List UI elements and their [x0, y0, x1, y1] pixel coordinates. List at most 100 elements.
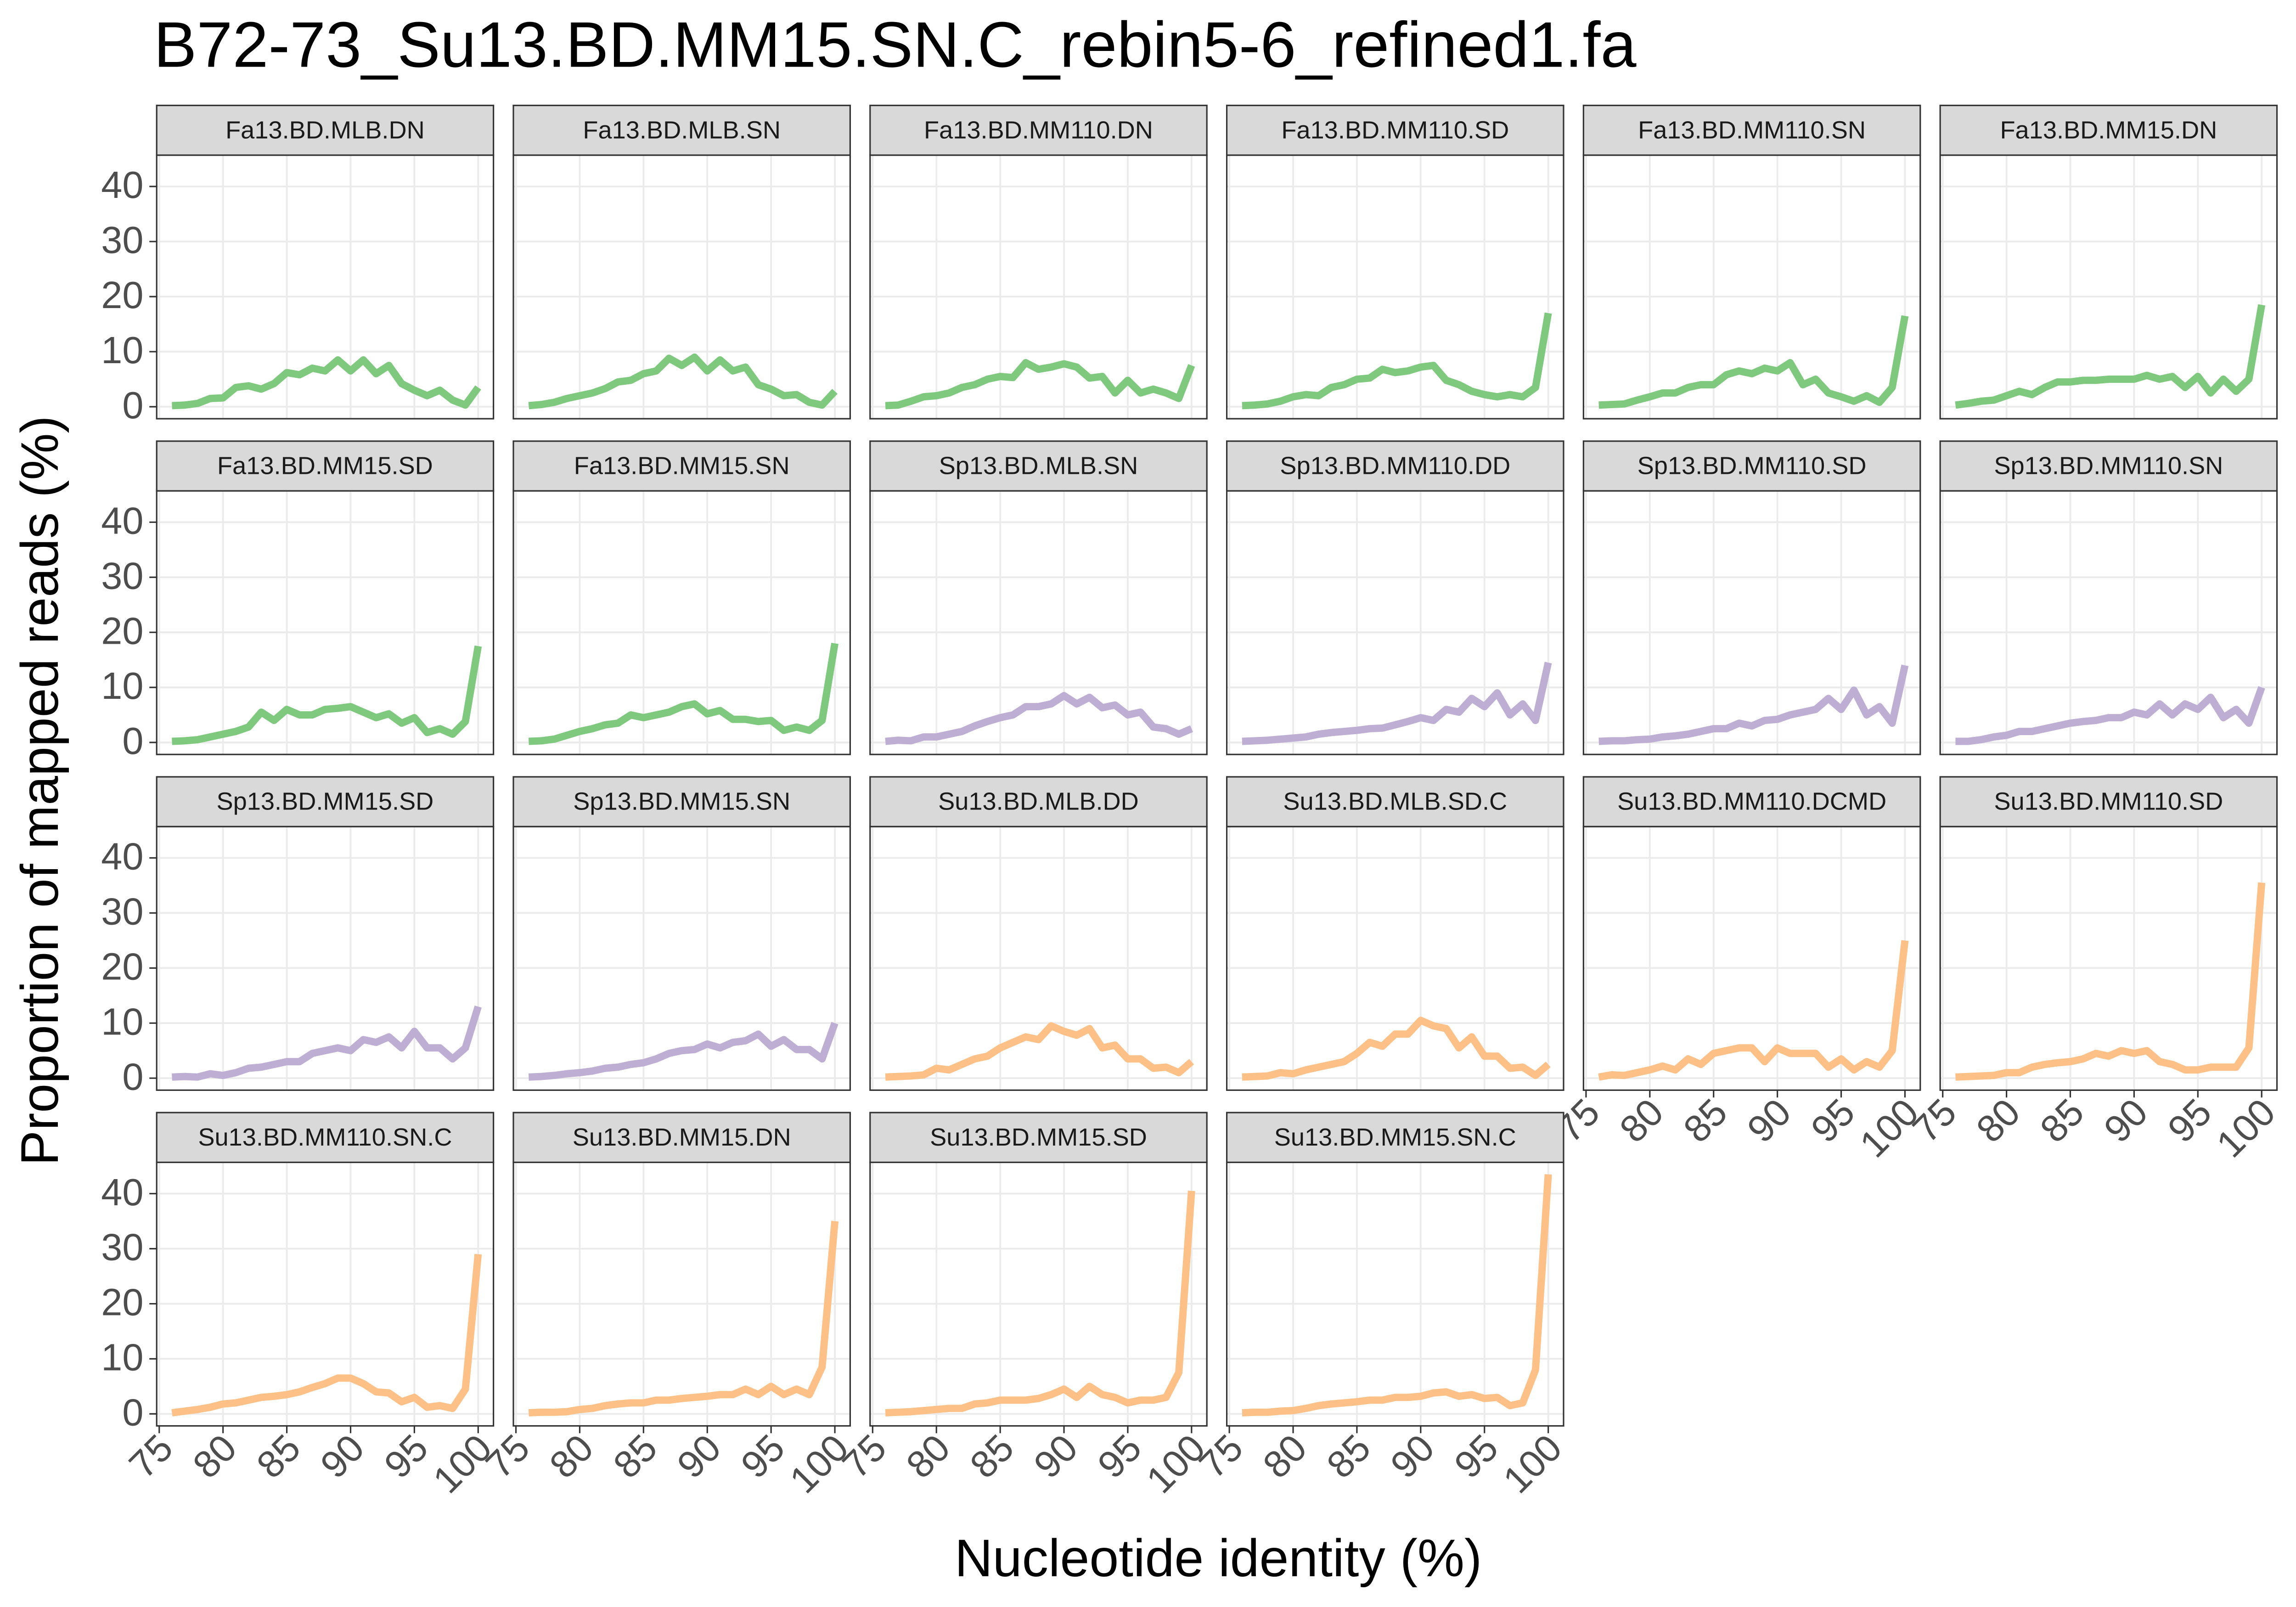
panel-border	[512, 826, 851, 1091]
panel-border	[1939, 490, 2278, 755]
panel	[1940, 155, 2277, 419]
panel-border	[1939, 826, 2278, 1091]
strip-label: Su13.BD.MLB.SD.C	[1283, 788, 1507, 815]
strip-label: Fa13.BD.MLB.SN	[583, 116, 781, 144]
panel	[513, 491, 850, 755]
data-line	[172, 1005, 482, 1081]
y-tick-label: 0	[122, 1055, 143, 1098]
panel	[1940, 826, 2277, 1090]
data-line	[172, 356, 481, 410]
strip	[869, 1112, 1208, 1163]
strip	[156, 440, 495, 492]
strip-label: Su13.BD.MM110.DCMD	[1617, 788, 1886, 815]
data-line	[1955, 304, 2266, 409]
panel-border	[869, 154, 1208, 420]
data-line	[1242, 312, 1552, 410]
y-tick-label: 0	[122, 384, 143, 427]
data-line	[885, 1022, 1194, 1081]
panel	[870, 155, 1207, 419]
data-line	[528, 642, 838, 745]
data-line	[528, 1220, 839, 1416]
data-line	[528, 353, 838, 410]
panel-border	[1226, 1161, 1564, 1427]
strip-label: Su13.BD.MM15.DN	[573, 1124, 791, 1151]
panel	[870, 826, 1207, 1090]
strip-label: Fa13.BD.MM15.SD	[217, 452, 433, 479]
x-axis-title: Nucleotide identity (%)	[955, 1529, 1482, 1588]
panel-border	[869, 490, 1208, 755]
panel	[1227, 1162, 1564, 1426]
y-tick-label: 20	[101, 1281, 143, 1324]
y-tick-label: 40	[101, 835, 143, 878]
panel-border	[1582, 490, 1921, 755]
data-line	[1598, 315, 1909, 409]
data-line	[885, 692, 1193, 745]
strip-label: Su13.BD.MM110.SD	[1994, 788, 2223, 815]
strip	[512, 440, 851, 492]
y-tick-label: 20	[101, 945, 143, 988]
strip-label: Fa13.BD.MLB.DN	[225, 116, 425, 144]
strip	[1939, 776, 2278, 827]
panel	[1227, 826, 1564, 1090]
strip-label: Fa13.BD.MM110.SD	[1281, 116, 1509, 144]
strip-label: Sp13.BD.MLB.SN	[939, 452, 1138, 479]
data-line	[1955, 686, 2265, 745]
strip-label: Su13.BD.MM15.SD	[930, 1124, 1147, 1151]
strip-label: Sp13.BD.MM110.DD	[1280, 452, 1510, 479]
y-tick-label: 40	[101, 163, 143, 206]
strip-label: Sp13.BD.MM15.SD	[216, 788, 433, 815]
y-axis-title: Proportion of mapped reads (%)	[11, 416, 69, 1165]
panel-border	[156, 490, 495, 755]
panel-border	[1226, 826, 1564, 1091]
strip-label: Fa13.BD.MM15.DN	[2000, 116, 2217, 144]
strip-label: Sp13.BD.MM15.SN	[573, 788, 790, 815]
panel-border	[156, 826, 495, 1091]
data-line	[528, 1022, 838, 1081]
strip	[156, 1112, 495, 1163]
strip	[1226, 776, 1564, 827]
panel	[870, 491, 1207, 755]
strip	[1582, 440, 1921, 492]
strip-label: Su13.BD.MLB.DD	[938, 788, 1139, 815]
data-line	[885, 359, 1195, 410]
data-line	[1242, 1174, 1552, 1416]
panel-border	[1582, 154, 1921, 420]
y-tick-label: 20	[101, 609, 143, 652]
y-tick-label: 30	[101, 219, 143, 261]
strip	[869, 104, 1208, 156]
panel	[870, 1162, 1207, 1426]
data-line	[1242, 1017, 1551, 1081]
panel-border	[512, 154, 851, 420]
strip	[1582, 104, 1921, 156]
strip-label: Su13.BD.MM110.SN.C	[198, 1124, 452, 1151]
y-tick-label: 10	[101, 329, 143, 371]
data-line	[1598, 664, 1909, 745]
y-tick-label: 10	[101, 1000, 143, 1043]
y-tick-label: 0	[122, 719, 143, 762]
panel-border	[1939, 154, 2278, 420]
panel-border	[1582, 826, 1921, 1091]
y-tick-label: 40	[101, 1171, 143, 1214]
strip	[512, 104, 851, 156]
y-tick-label: 40	[101, 499, 143, 542]
strip	[156, 104, 495, 156]
data-line	[885, 1191, 1195, 1416]
data-line	[171, 1253, 482, 1416]
panel	[513, 155, 850, 419]
panel-border	[869, 826, 1208, 1091]
panel-border	[1226, 490, 1564, 755]
y-tick-label: 0	[122, 1391, 143, 1433]
panel	[1583, 155, 1920, 419]
data-line	[1242, 662, 1552, 745]
panel	[157, 491, 494, 755]
strip-label: Sp13.BD.MM110.SD	[1638, 452, 1867, 479]
panel-border	[1226, 154, 1564, 420]
strip	[156, 776, 495, 827]
strip-label: Sp13.BD.MM110.SN	[1994, 452, 2223, 479]
panel	[1227, 155, 1564, 419]
strip	[1226, 104, 1564, 156]
y-tick-label: 10	[101, 1336, 143, 1379]
strip-label: Fa13.BD.MM110.DN	[924, 116, 1153, 144]
strip-label: Fa13.BD.MM110.SN	[1638, 116, 1866, 144]
